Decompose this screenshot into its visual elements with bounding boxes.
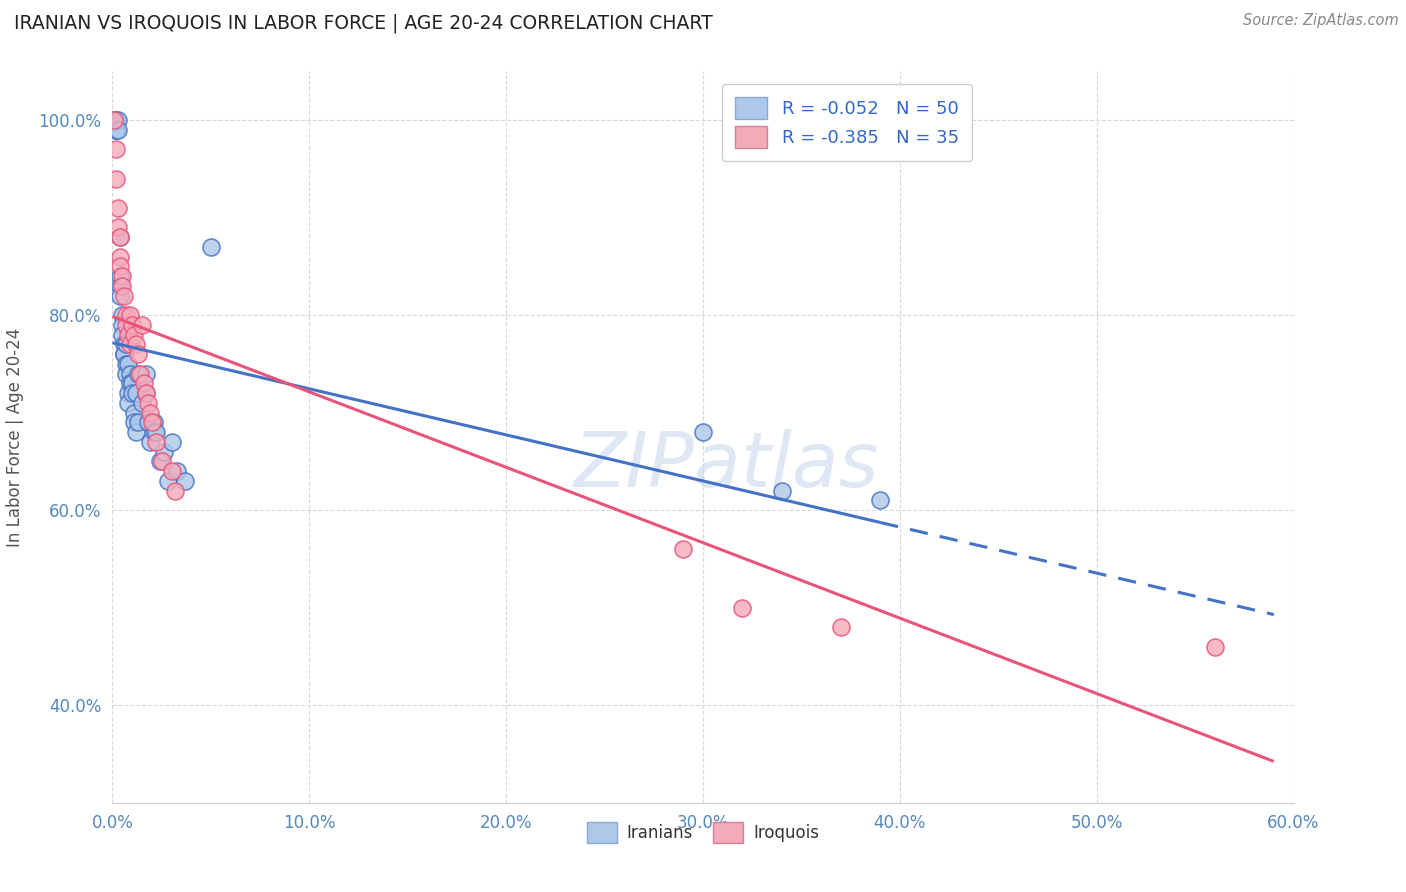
- Point: [105, 142, 128, 156]
- Point: [120, 308, 142, 322]
- Point: [127, 416, 149, 430]
- Point: [112, 337, 135, 351]
- Point: [111, 279, 134, 293]
- Text: Source: ZipAtlas.com: Source: ZipAtlas.com: [1243, 13, 1399, 29]
- Point: [165, 483, 187, 498]
- Point: [135, 367, 157, 381]
- Point: [141, 416, 163, 430]
- Point: [127, 347, 149, 361]
- Point: [142, 425, 165, 440]
- Point: [107, 201, 129, 215]
- Point: [111, 318, 134, 332]
- Point: [115, 337, 138, 351]
- Point: [110, 250, 132, 264]
- Point: [131, 396, 153, 410]
- Point: [120, 367, 142, 381]
- Point: [770, 483, 793, 498]
- Point: [110, 260, 132, 274]
- Point: [105, 123, 128, 137]
- Point: [107, 113, 129, 128]
- Point: [105, 113, 128, 128]
- Point: [107, 123, 129, 137]
- Point: [111, 269, 134, 284]
- Point: [1204, 640, 1226, 654]
- Point: [121, 386, 143, 401]
- Point: [107, 220, 129, 235]
- Point: [120, 337, 142, 351]
- Point: [110, 230, 132, 244]
- Point: [125, 425, 148, 440]
- Point: [132, 376, 155, 391]
- Point: [111, 308, 134, 322]
- Point: [129, 367, 152, 381]
- Point: [869, 493, 891, 508]
- Point: [160, 434, 183, 449]
- Point: [121, 318, 143, 332]
- Point: [127, 367, 149, 381]
- Point: [112, 347, 135, 361]
- Point: [110, 279, 132, 293]
- Point: [120, 376, 142, 391]
- Y-axis label: In Labor Force | Age 20-24: In Labor Force | Age 20-24: [7, 327, 24, 547]
- Point: [110, 269, 132, 284]
- Point: [149, 454, 172, 468]
- Point: [112, 288, 135, 302]
- Point: [117, 327, 139, 342]
- Point: [110, 288, 132, 302]
- Point: [112, 347, 135, 361]
- Point: [125, 337, 148, 351]
- Point: [156, 474, 179, 488]
- Text: ZIPatlas: ZIPatlas: [574, 429, 879, 503]
- Point: [105, 123, 128, 137]
- Point: [135, 386, 157, 401]
- Point: [110, 230, 132, 244]
- Point: [131, 318, 153, 332]
- Point: [122, 327, 145, 342]
- Point: [117, 396, 139, 410]
- Point: [166, 464, 188, 478]
- Text: IRANIAN VS IROQUOIS IN LABOR FORCE | AGE 20-24 CORRELATION CHART: IRANIAN VS IROQUOIS IN LABOR FORCE | AGE…: [14, 13, 713, 33]
- Point: [105, 171, 128, 186]
- Point: [135, 386, 157, 401]
- Point: [150, 454, 173, 468]
- Point: [692, 425, 714, 440]
- Point: [115, 357, 138, 371]
- Point: [121, 376, 143, 391]
- Point: [672, 542, 695, 557]
- Point: [145, 434, 167, 449]
- Point: [122, 416, 145, 430]
- Point: [136, 396, 159, 410]
- Point: [152, 444, 174, 458]
- Point: [830, 620, 852, 634]
- Point: [145, 425, 167, 440]
- Point: [103, 113, 125, 128]
- Point: [139, 434, 162, 449]
- Point: [160, 464, 183, 478]
- Point: [139, 406, 162, 420]
- Point: [115, 318, 138, 332]
- Point: [125, 386, 148, 401]
- Point: [117, 357, 139, 371]
- Point: [117, 386, 139, 401]
- Point: [136, 416, 159, 430]
- Point: [174, 474, 197, 488]
- Point: [200, 240, 222, 254]
- Point: [731, 600, 754, 615]
- Point: [142, 416, 165, 430]
- Point: [115, 367, 138, 381]
- Point: [122, 406, 145, 420]
- Point: [103, 113, 125, 128]
- Point: [111, 327, 134, 342]
- Point: [115, 308, 138, 322]
- Legend: Iranians, Iroquois: Iranians, Iroquois: [581, 815, 825, 849]
